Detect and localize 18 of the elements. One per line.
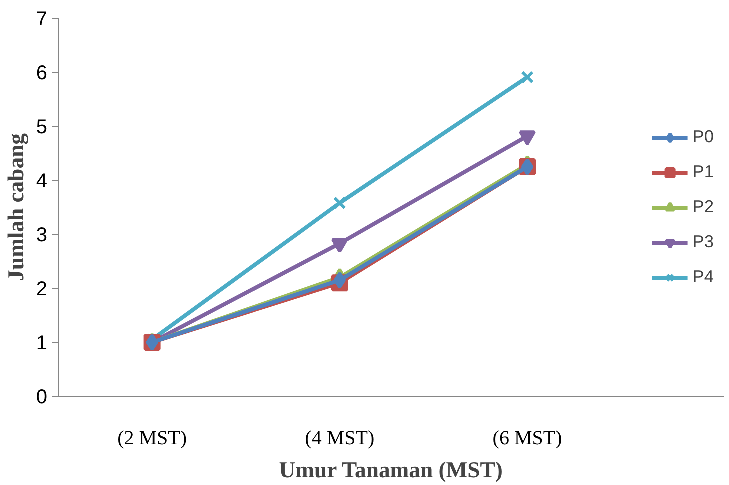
y-tick-label: 2 <box>36 278 48 300</box>
x-tick-label: (6 MST) <box>492 428 562 450</box>
y-tick-label: 6 <box>36 62 48 84</box>
legend-label: P1 <box>692 162 714 182</box>
y-tick-label: 4 <box>36 170 48 192</box>
y-axis-title: Jumlah cabang <box>3 132 28 282</box>
legend-label: P2 <box>692 196 714 218</box>
y-tick-label: 7 <box>36 8 48 30</box>
x-tick-label: (4 MST) <box>305 428 375 450</box>
y-tick-label: 3 <box>36 224 48 246</box>
x-axis-title: Umur Tanaman (MST) <box>279 458 503 482</box>
x-tick-label: (2 MST) <box>118 428 188 450</box>
legend-label: P3 <box>692 232 714 252</box>
legend-label: P4 <box>692 266 714 288</box>
y-tick-label: 0 <box>36 386 48 408</box>
y-tick-label: 1 <box>36 332 48 354</box>
y-tick-label: 5 <box>36 116 48 138</box>
legend-label: P0 <box>692 126 714 148</box>
